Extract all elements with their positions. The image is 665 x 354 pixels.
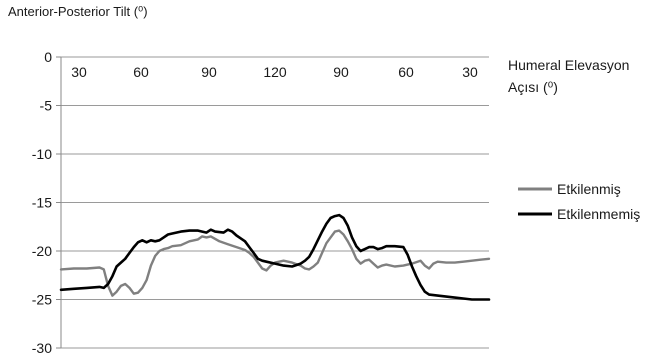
x-tick-label-3: 120 bbox=[263, 64, 287, 80]
x-tick-label-5: 60 bbox=[398, 64, 414, 80]
x-axis-label-line-1: Humeral Elevasyon bbox=[508, 57, 629, 73]
y-tick-label-5: -25 bbox=[32, 292, 52, 308]
legend-item-etkilenmemis: Etkilenmemiş bbox=[518, 206, 640, 222]
x-tick-label-4: 90 bbox=[333, 64, 349, 80]
y-tick-label-1: -5 bbox=[40, 98, 53, 114]
legend: Etkilenmiş Etkilenmemiş bbox=[518, 181, 640, 222]
series-line-1 bbox=[59, 213, 491, 301]
y-tick-label-6: -30 bbox=[32, 340, 52, 354]
legend-item-etkilenmis: Etkilenmiş bbox=[518, 181, 621, 197]
grid-lines bbox=[56, 56, 489, 349]
x-tick-label-2: 90 bbox=[201, 64, 217, 80]
x-axis-label-line-2: Açısı (⁰) bbox=[508, 79, 558, 95]
x-tick-label-1: 60 bbox=[133, 64, 149, 80]
x-tick-label-6: 30 bbox=[462, 64, 478, 80]
legend-label-etkilenmis: Etkilenmiş bbox=[557, 181, 621, 197]
y-tick-label-4: -20 bbox=[32, 243, 52, 259]
series-lines bbox=[59, 213, 491, 301]
chart-title: Anterior-Posterior Tilt (⁰) bbox=[8, 4, 148, 19]
x-tick-label-0: 30 bbox=[71, 64, 87, 80]
y-tick-label-2: -10 bbox=[32, 146, 52, 162]
y-tick-label-3: -15 bbox=[32, 195, 52, 211]
y-axis-tick-labels: 0 -5 -10 -15 -20 -25 -30 bbox=[32, 49, 52, 354]
legend-label-etkilenmemis: Etkilenmemiş bbox=[557, 206, 640, 222]
x-axis-tick-labels: 30 60 90 120 90 60 30 bbox=[71, 64, 478, 80]
y-tick-label-0: 0 bbox=[44, 49, 52, 65]
